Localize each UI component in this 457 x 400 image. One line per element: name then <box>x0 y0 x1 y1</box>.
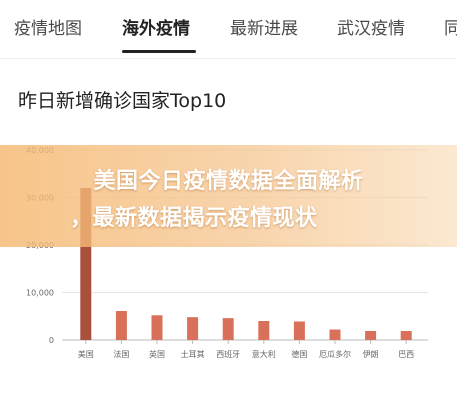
active-tab-indicator <box>122 50 196 53</box>
y-tick-label: 0 <box>49 336 54 345</box>
bar-6[interactable] <box>258 321 270 340</box>
x-tick-label: 土耳其 <box>181 349 205 359</box>
bar-10[interactable] <box>400 330 412 340</box>
tab-epidemic-map[interactable]: 疫情地图 <box>14 19 82 39</box>
x-tick-label: 西班牙 <box>216 349 240 359</box>
bar-8[interactable] <box>329 329 341 340</box>
headline-banner: 美国今日疫情数据全面解析 ，最新数据揭示疫情现状 <box>0 145 457 247</box>
bar-2[interactable] <box>115 311 127 340</box>
bar-3[interactable] <box>151 315 163 340</box>
x-tick-label: 意大利 <box>252 349 276 359</box>
chart-title: 昨日新增确诊国家Top10 <box>18 90 227 112</box>
tab-latest-progress[interactable]: 最新进展 <box>230 19 298 39</box>
bar-5[interactable] <box>222 318 234 340</box>
x-tick-label: 伊朗 <box>363 349 379 359</box>
tab-overseas-epidemic[interactable]: 海外疫情 <box>122 19 190 39</box>
x-tick-label: 厄瓜多尔 <box>319 349 351 359</box>
bar-9[interactable] <box>365 330 377 340</box>
tab-bar: 疫情地图 海外疫情 最新进展 武汉疫情 同 <box>0 0 457 59</box>
tab-wuhan-epidemic[interactable]: 武汉疫情 <box>337 19 405 39</box>
y-tick-label: 10,000 <box>26 289 54 298</box>
banner-headline-line2: ，最新数据揭示疫情现状 <box>70 206 318 231</box>
bar-1[interactable] <box>80 188 92 340</box>
tab-more[interactable]: 同 <box>444 19 457 39</box>
x-tick-label: 法国 <box>113 349 129 359</box>
x-tick-label: 巴西 <box>398 350 414 359</box>
x-tick-label: 美国 <box>78 349 94 359</box>
x-tick-label: 德国 <box>291 349 307 359</box>
bar-7[interactable] <box>293 321 305 340</box>
x-tick-label: 英国 <box>149 349 165 359</box>
bar-4[interactable] <box>187 317 199 340</box>
banner-headline-line1: 美国今日疫情数据全面解析 <box>93 169 364 194</box>
